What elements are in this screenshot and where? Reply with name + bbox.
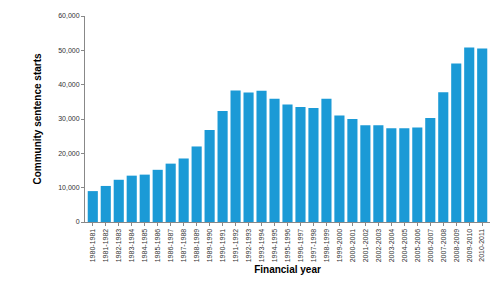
svg-text:1987-1988: 1987-1988 [180, 229, 187, 263]
svg-text:2008-2009: 2008-2009 [453, 229, 460, 263]
svg-text:2010-2011: 2010-2011 [478, 229, 485, 262]
svg-text:30,000: 30,000 [58, 115, 80, 122]
svg-text:1993-1994: 1993-1994 [258, 229, 265, 263]
svg-text:2006-2007: 2006-2007 [427, 229, 434, 263]
svg-text:1984-1985: 1984-1985 [141, 229, 148, 263]
svg-text:1983-1984: 1983-1984 [128, 229, 135, 263]
svg-text:40,000: 40,000 [58, 81, 80, 88]
svg-text:1999-2000: 1999-2000 [336, 229, 343, 263]
svg-text:1980-1981: 1980-1981 [89, 229, 96, 263]
svg-text:1991-1992: 1991-1992 [232, 229, 239, 263]
svg-text:2000-2001: 2000-2001 [349, 229, 356, 263]
svg-text:Financial year: Financial year [254, 264, 321, 275]
svg-text:2007-2008: 2007-2008 [440, 229, 447, 263]
svg-text:1985-1986: 1985-1986 [154, 229, 161, 263]
svg-text:2009-2010: 2009-2010 [466, 229, 473, 263]
svg-text:1998-1999: 1998-1999 [323, 229, 330, 263]
svg-text:1989-1990: 1989-1990 [206, 229, 213, 263]
svg-text:20,000: 20,000 [58, 150, 80, 157]
svg-text:1992-1993: 1992-1993 [245, 229, 252, 263]
svg-text:50,000: 50,000 [58, 47, 80, 54]
svg-text:Community sentence starts: Community sentence starts [32, 53, 43, 185]
svg-text:0: 0 [76, 218, 80, 225]
svg-text:1982-1983: 1982-1983 [115, 229, 122, 263]
svg-text:60,000: 60,000 [58, 12, 80, 19]
svg-text:1995-1996: 1995-1996 [284, 229, 291, 263]
svg-text:2001-2002: 2001-2002 [362, 229, 369, 263]
svg-text:1988-1989: 1988-1989 [193, 229, 200, 263]
svg-text:2002-2003: 2002-2003 [375, 229, 382, 263]
svg-text:2003-2004: 2003-2004 [388, 229, 395, 263]
svg-text:1996-1997: 1996-1997 [297, 229, 304, 263]
svg-text:1986-1987: 1986-1987 [167, 229, 174, 263]
svg-text:1994-1995: 1994-1995 [271, 229, 278, 263]
svg-text:1997-1998: 1997-1998 [310, 229, 317, 263]
svg-text:10,000: 10,000 [58, 184, 80, 191]
svg-text:1990-1991: 1990-1991 [219, 229, 226, 263]
svg-text:2004-2005: 2004-2005 [401, 229, 408, 263]
svg-text:1981-1982: 1981-1982 [102, 229, 109, 263]
svg-text:2005-2006: 2005-2006 [414, 229, 421, 263]
